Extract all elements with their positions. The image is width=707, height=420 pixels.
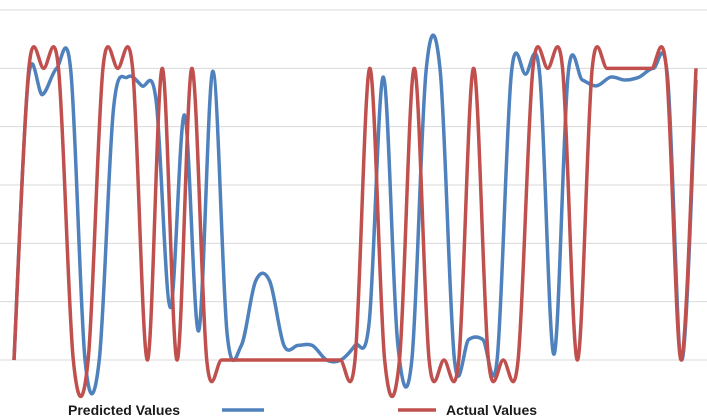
legend-label-predicted: Predicted Values	[68, 402, 180, 418]
legend-label-actual: Actual Values	[446, 402, 537, 418]
gridlines	[0, 9, 707, 361]
legend: Predicted Values Actual Values	[68, 402, 537, 418]
series-layer	[12, 33, 698, 398]
series-line-predicted-values	[12, 33, 698, 396]
series-line-actual-values	[12, 45, 698, 398]
